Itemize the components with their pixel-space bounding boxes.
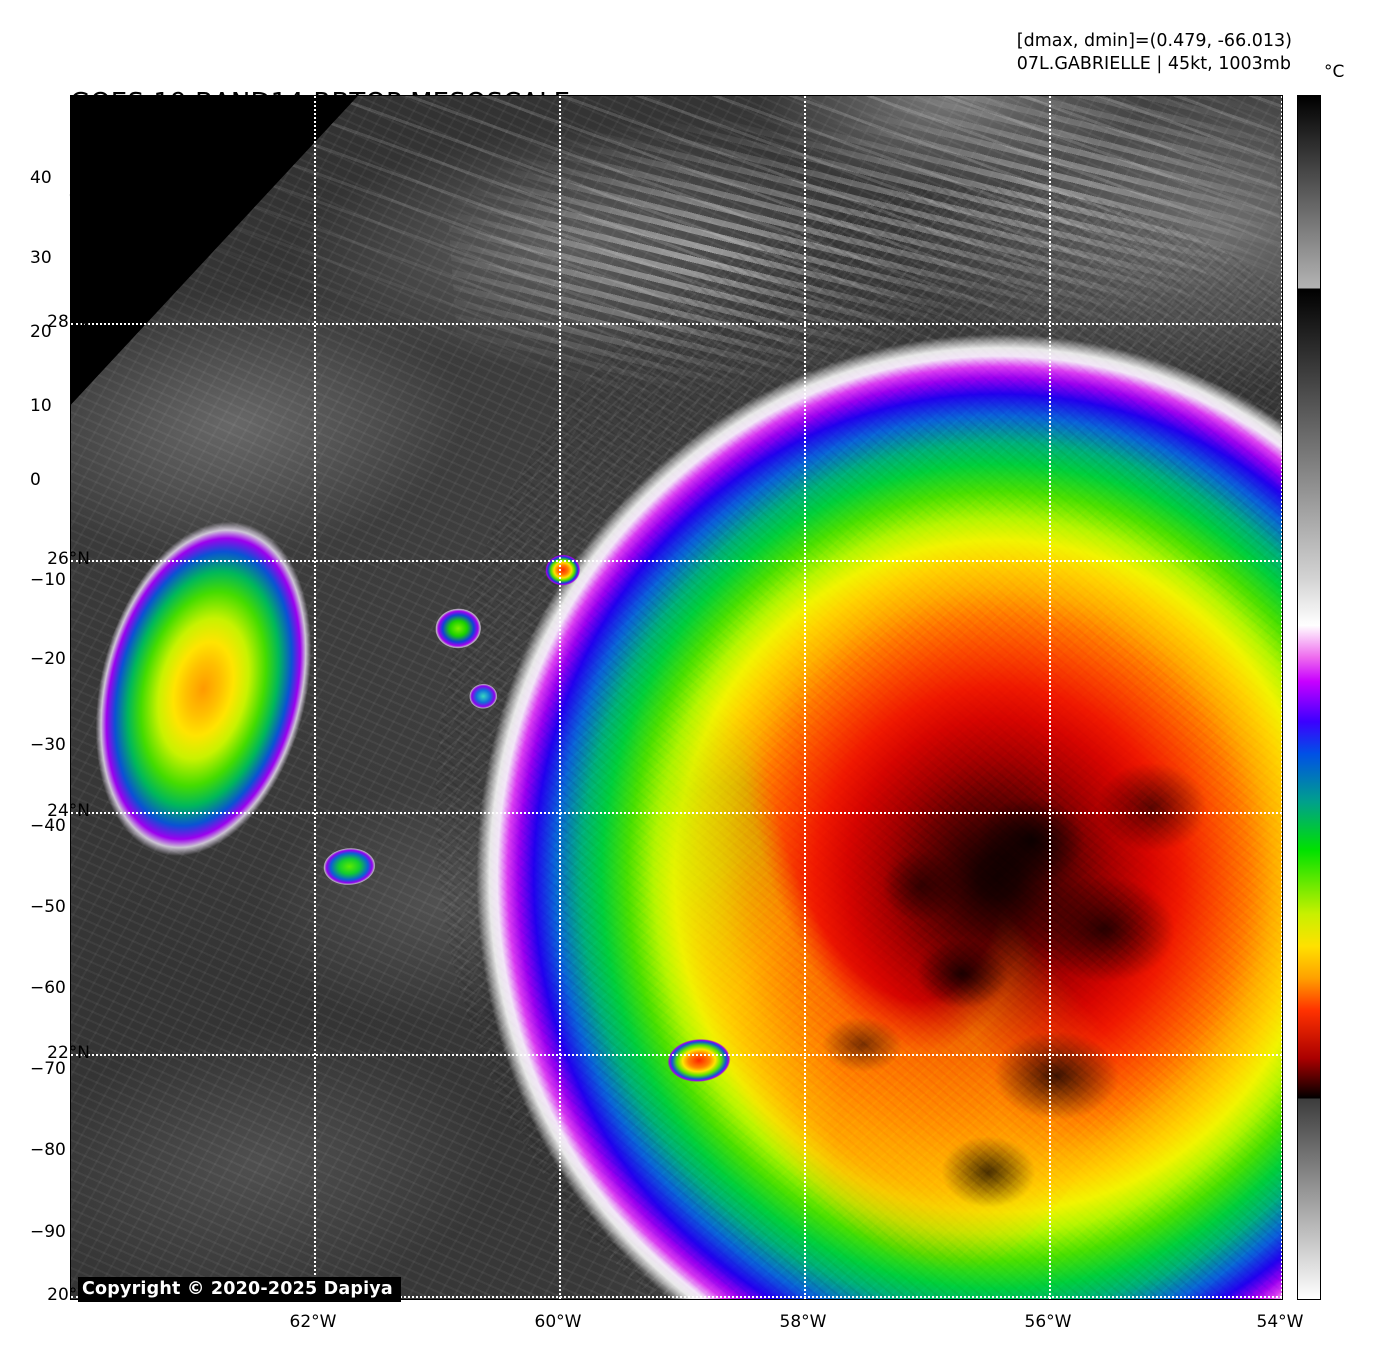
colorbar-tick-40: 40	[30, 168, 52, 188]
colorbar-tick-m90: −90	[30, 1222, 66, 1242]
colorbar-tick-m20: −20	[30, 649, 66, 669]
lat-tick-label-28: 28°N	[47, 312, 90, 332]
lon-tick-label-54: 54°W	[1256, 1312, 1304, 1332]
plot-inner	[71, 96, 1282, 1299]
colorbar-tick-20: 20	[30, 322, 52, 342]
satellite-swath	[71, 96, 1282, 1299]
lat-tick-label-22: 22°N	[47, 1043, 90, 1063]
colorbar-tick-m80: −80	[30, 1140, 66, 1160]
lon-tick-label-60: 60°W	[534, 1312, 582, 1332]
colorbar-tick-m50: −50	[30, 897, 66, 917]
satellite-image-plot	[70, 95, 1283, 1300]
colorbar-tick-0: 0	[30, 470, 41, 490]
colorbar-tick-m70: −70	[30, 1059, 66, 1079]
colorbar-tick-m10: −10	[30, 570, 66, 590]
colorbar	[1297, 95, 1321, 1300]
colorbar-tick-30: 30	[30, 248, 52, 268]
lat-tick-label-26: 26°N	[47, 549, 90, 569]
lon-tick-label-58: 58°W	[779, 1312, 827, 1332]
colorbar-tick-m60: −60	[30, 978, 66, 998]
storm-core-gabrielle	[369, 168, 1282, 1299]
colorbar-units-label: °C	[1324, 62, 1345, 82]
storm-info-label: 07L.GABRIELLE | 45kt, 1003mb	[1016, 54, 1291, 74]
metadata-block: [dmax, dmin]=(0.479, -66.013) 07L.GABRIE…	[1017, 30, 1292, 76]
lat-tick-label-24: 24°N	[47, 801, 90, 821]
colorbar-tick-m30: −30	[30, 735, 66, 755]
colorbar-tick-10: 10	[30, 396, 52, 416]
lon-tick-label-56: 56°W	[1024, 1312, 1072, 1332]
colorbar-gradient	[1298, 96, 1320, 1299]
dmax-dmin-label: [dmax, dmin]=(0.479, -66.013)	[1016, 31, 1292, 51]
colorbar-tick-m40: −40	[30, 816, 66, 836]
lon-tick-label-62: 62°W	[289, 1312, 337, 1332]
copyright-notice: Copyright © 2020-2025 Dapiya	[78, 1277, 401, 1302]
